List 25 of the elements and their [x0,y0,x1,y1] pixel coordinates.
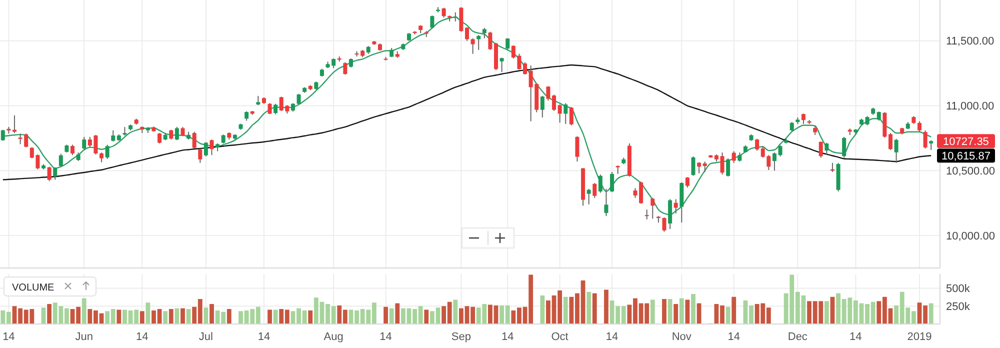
y-tick-label: 10,500.00 [946,166,995,178]
x-tick-label: 14 [136,331,148,343]
x-tick-label: Nov [672,331,692,343]
x-tick-label: 2019 [907,331,932,343]
text: VOLUME [12,282,55,294]
x-tick-label: 14 [501,331,514,343]
text: 10,615.87 [942,150,990,162]
x-tick-label: Oct [551,331,568,343]
x-tick-label: Aug [324,331,344,343]
y-tick-label: 11,000.00 [946,100,994,113]
x-tick-label: 14 [380,331,392,343]
x-tick-label: Jul [198,331,213,343]
x-tick-label: Dec [788,331,808,343]
x-tick-label: 14 [258,331,270,343]
x-tick-label: 14 [850,331,862,343]
x-tick-label: Jun [75,331,93,343]
x-tick-label: 14 [728,331,740,343]
y-tick-label: 10,000.00 [946,230,995,242]
x-tick-label: 14 [2,331,15,343]
x-tick-label: 14 [606,331,618,343]
y-tick-label: 500k [946,283,970,296]
y-tick-label: 11,500.00 [946,36,994,48]
text: 10727.35 [943,136,989,148]
y-tick-label: 250k [946,300,970,313]
x-tick-label: Sep [451,331,471,343]
